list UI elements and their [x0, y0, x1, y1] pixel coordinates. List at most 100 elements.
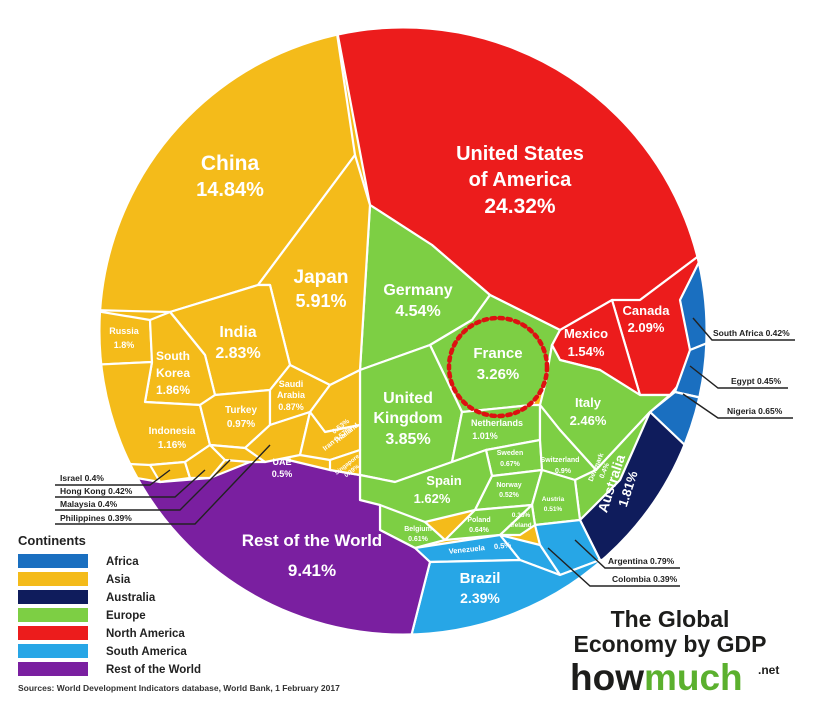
label-indonesia-name: Indonesia [149, 426, 196, 437]
callout-colombia: Colombia 0.39% [612, 574, 678, 584]
label-austria-value: 0.51% [544, 506, 563, 513]
label-mexico-name: Mexico [564, 326, 608, 341]
legend-label: Asia [106, 574, 131, 586]
label-saudi-line1: Saudi [279, 379, 304, 389]
label-switzerland-name: Switzerland [541, 457, 580, 464]
callout-philippines: Philippines 0.39% [60, 513, 132, 523]
branding: The Global Economy by GDP [574, 606, 767, 657]
label-uk-value: 3.85% [385, 431, 430, 448]
label-china-value: 14.84% [196, 179, 264, 201]
callout-argentina: Argentina 0.79% [608, 556, 675, 566]
legend-label: Rest of the World [106, 664, 201, 676]
callout-south-africa: South Africa 0.42% [713, 328, 790, 338]
callouts: South Africa 0.42% Egypt 0.45% Nigeria 0… [55, 317, 795, 587]
legend-swatch [18, 608, 88, 622]
leader-colombia [547, 547, 680, 587]
label-japan-value: 5.91% [295, 291, 346, 311]
source-note: Sources: World Development Indicators da… [18, 683, 340, 693]
brand-much: much [644, 657, 743, 698]
legend-title: Continents [18, 533, 86, 548]
label-ireland-name: Ireland [510, 522, 531, 529]
brand-logo: howmuch [570, 657, 743, 698]
label-china-name: China [201, 152, 260, 175]
leader-egypt [689, 365, 788, 389]
label-turkey-value: 0.97% [227, 419, 255, 430]
label-russia-value: 1.8% [114, 340, 135, 350]
label-belgium-name: Belgium [404, 526, 432, 533]
circle-border [97, 25, 709, 637]
label-usa-line1: United States [456, 143, 584, 165]
label-india-value: 2.83% [215, 345, 260, 362]
callout-hong-kong: Hong Kong 0.42% [60, 486, 133, 496]
label-spain-value: 1.62% [414, 491, 451, 506]
legend-swatch [18, 590, 88, 604]
label-venezuela-value: 0.5% [494, 540, 512, 551]
cell-denmark [573, 410, 652, 522]
label-germany-name: Germany [383, 282, 452, 299]
france-highlight-circle [446, 315, 550, 419]
country-labels: United States of America 24.32% China 14… [109, 143, 670, 606]
label-canada-name: Canada [623, 303, 671, 318]
label-usa-value: 24.32% [484, 195, 556, 218]
label-italy-value: 2.46% [570, 413, 607, 428]
legend-label: North America [106, 628, 185, 640]
cell-singapore [328, 448, 362, 477]
legend-label: Australia [106, 592, 156, 604]
callout-nigeria: Nigeria 0.65% [727, 406, 783, 416]
cell-small-asia-3 [208, 443, 267, 464]
label-rest-name: Rest of the World [242, 531, 382, 550]
label-norway-value: 0.52% [499, 492, 520, 499]
label-south-korea-line1: South [156, 349, 190, 363]
label-uk-line2: Kingdom [373, 410, 442, 427]
label-sweden-value: 0.67% [500, 461, 521, 468]
label-japan-name: Japan [294, 267, 349, 288]
leader-hong-kong [55, 469, 206, 498]
legend-label: South America [106, 646, 187, 658]
cell-small-asia-2 [183, 443, 227, 480]
leader-argentina [574, 539, 680, 569]
label-austria-name: Austria [542, 496, 565, 503]
label-south-korea-value: 1.86% [156, 383, 190, 397]
label-saudi-line2: Arabia [277, 390, 306, 400]
label-russia-name: Russia [109, 326, 140, 336]
label-netherlands-value: 1.01% [472, 431, 498, 441]
label-venezuela-name: Venezuela [448, 543, 486, 556]
label-rest-value: 9.41% [288, 561, 336, 580]
label-saudi-value: 0.87% [278, 402, 304, 412]
label-brazil-name: Brazil [460, 570, 501, 587]
label-brazil-value: 2.39% [460, 590, 500, 606]
label-south-korea-line2: Korea [156, 366, 190, 380]
label-france-name: France [473, 345, 522, 362]
label-canada-value: 2.09% [628, 320, 665, 335]
legend-swatch [18, 644, 88, 658]
label-mexico-value: 1.54% [568, 344, 605, 359]
label-usa-line2: of America [469, 169, 573, 191]
callout-malaysia: Malaysia 0.4% [60, 499, 118, 509]
label-belgium-value: 0.61% [408, 536, 429, 543]
label-netherlands-name: Netherlands [471, 418, 523, 428]
legend-swatch [18, 626, 88, 640]
label-switzerland-value: 0.9% [555, 468, 572, 475]
label-indonesia-value: 1.16% [158, 440, 186, 451]
leader-israel [55, 469, 171, 486]
leader-south-africa [692, 317, 795, 341]
callout-egypt: Egypt 0.45% [731, 376, 782, 386]
label-norway-name: Norway [496, 482, 521, 489]
leader-nigeria [682, 393, 793, 419]
leader-philippines [55, 444, 271, 525]
legend-swatch [18, 662, 88, 676]
label-uae-value: 0.5% [272, 469, 293, 479]
legend-label: Europe [106, 610, 146, 622]
label-ireland-value: 0.38% [512, 512, 531, 519]
label-india-name: India [219, 324, 256, 341]
legend-swatch [18, 554, 88, 568]
label-turkey-name: Turkey [225, 405, 257, 416]
label-uae-name: UAE [272, 457, 291, 467]
cell-south-africa [678, 248, 707, 352]
label-poland-name: Poland [467, 517, 490, 524]
legend-swatch [18, 572, 88, 586]
label-spain-name: Spain [426, 473, 461, 488]
legend: Continents Africa Asia Australia Europe Nort… [18, 533, 201, 676]
brand-net: .net [758, 663, 779, 677]
